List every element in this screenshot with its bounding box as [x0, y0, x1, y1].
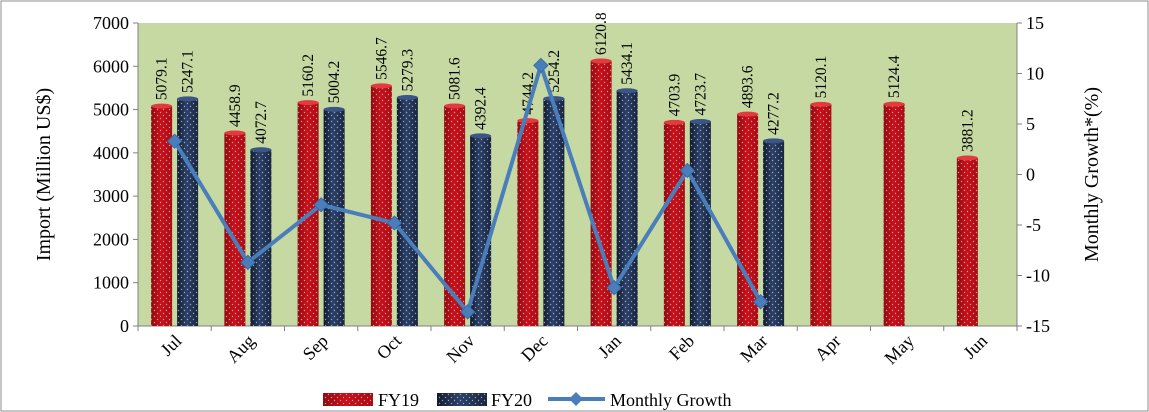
legend-swatch-fy20-texture	[437, 393, 487, 406]
growth-marker	[533, 57, 549, 74]
y2-axis-title: Monthly Growth*(%)	[1081, 87, 1103, 262]
data-label-fy20: 5254.2	[546, 50, 563, 93]
bar-fy19-texture	[956, 157, 978, 326]
growth-marker	[240, 254, 256, 271]
legend-label-fy19: FY19	[378, 390, 419, 410]
growth-marker	[459, 304, 476, 320]
bar-fy20-cap	[470, 133, 492, 139]
bar-fy20-texture	[763, 140, 785, 326]
right-tick-label: -10	[1026, 266, 1050, 286]
bar-fy20-texture	[543, 98, 565, 326]
data-label-fy19: 5124.4	[886, 55, 903, 98]
right-tick-label: 5	[1026, 114, 1035, 134]
y-axis-title: Import (Million US$)	[33, 88, 55, 261]
data-label-fy20: 4072.7	[253, 101, 270, 144]
right-tick-label: -5	[1026, 215, 1041, 235]
bar-fy20-texture	[689, 121, 711, 326]
left-tick-label: 0	[120, 316, 129, 336]
data-label-fy19: 5546.7	[373, 37, 390, 80]
legend-swatch-growth-marker	[569, 392, 583, 406]
data-label-fy19: 4703.9	[666, 74, 683, 117]
data-label-fy20: 4277.2	[766, 92, 783, 135]
bar-fy19-cap	[370, 83, 392, 89]
right-tick-label: 10	[1026, 64, 1044, 84]
bar-fy19-texture	[810, 104, 832, 326]
bar-fy20-texture	[616, 90, 638, 326]
right-tick-label: 0	[1026, 165, 1035, 185]
bar-fy19-cap	[663, 119, 685, 125]
bar-fy19-cap	[810, 101, 832, 107]
bar-fy19-cap	[297, 100, 319, 106]
left-tick-label: 5000	[93, 100, 129, 120]
legend-swatch-fy19-texture	[323, 393, 373, 406]
growth-marker	[679, 162, 696, 179]
bar-fy20-cap	[250, 147, 272, 153]
bar-fy19-texture	[517, 120, 539, 326]
data-label-fy19: 5079.1	[154, 58, 171, 101]
bar-fy19-texture	[663, 122, 685, 326]
growth-marker	[386, 215, 403, 231]
bar-fy20-texture	[250, 149, 272, 326]
right-tick-label: 15	[1026, 13, 1044, 33]
bar-fy19-cap	[151, 103, 173, 109]
legend-label-fy20: FY20	[491, 390, 532, 410]
data-label-fy19: 3881.2	[959, 109, 976, 152]
bar-fy20-texture	[470, 135, 492, 326]
bar-fy19-texture	[151, 106, 173, 327]
bar-fy19-cap	[883, 101, 905, 107]
data-label-fy20: 4723.7	[692, 73, 709, 116]
data-label-fy19: 5120.1	[813, 56, 830, 99]
bar-fy19-cap	[444, 103, 466, 109]
growth-marker	[166, 133, 183, 149]
data-label-fy19: 4893.6	[740, 65, 757, 108]
legend-label-growth: Monthly Growth	[610, 390, 732, 410]
data-label-fy20: 4392.4	[473, 87, 490, 130]
bar-fy19-texture	[444, 106, 466, 327]
data-label-fy19: 4744.2	[520, 72, 537, 115]
bar-fy20-texture	[323, 109, 345, 327]
right-tick-label: -15	[1026, 316, 1050, 336]
bar-fy19-texture	[883, 104, 905, 327]
data-label-fy19: 5081.6	[447, 57, 464, 100]
bar-fy20-cap	[177, 96, 199, 102]
bar-fy19-texture	[370, 85, 392, 326]
bar-fy20-texture	[177, 98, 199, 327]
bar-fy19-cap	[517, 118, 539, 124]
bar-fy20-texture	[396, 97, 418, 327]
left-tick-label: 4000	[93, 143, 129, 163]
bar-fy20-cap	[323, 106, 345, 112]
data-label-fy19: 4458.9	[227, 84, 244, 127]
bar-fy19-cap	[224, 130, 246, 136]
bar-fy20-cap	[689, 119, 711, 125]
bar-fy19-texture	[224, 132, 246, 326]
bar-fy19-cap	[737, 111, 759, 117]
left-tick-label: 7000	[93, 13, 129, 33]
bar-fy19-cap	[590, 58, 612, 64]
data-label-fy20: 5434.1	[619, 42, 636, 85]
left-tick-label: 1000	[93, 273, 129, 293]
left-tick-label: 2000	[93, 229, 129, 249]
data-label-fy20: 5279.3	[399, 49, 416, 92]
data-label-fy20: 5004.2	[326, 61, 343, 104]
growth-marker	[752, 294, 769, 310]
bar-fy20-cap	[616, 88, 638, 94]
data-label-fy19: 5160.2	[300, 54, 317, 97]
left-tick-label: 3000	[93, 186, 129, 206]
growth-marker	[313, 197, 329, 213]
bar-fy19-cap	[956, 155, 978, 161]
bar-fy20-cap	[396, 94, 418, 100]
data-label-fy19: 6120.8	[593, 12, 610, 55]
data-label-fy20: 5247.1	[180, 50, 197, 93]
growth-marker	[606, 279, 622, 296]
bar-fy20-cap	[763, 138, 785, 144]
left-tick-label: 6000	[93, 56, 129, 76]
